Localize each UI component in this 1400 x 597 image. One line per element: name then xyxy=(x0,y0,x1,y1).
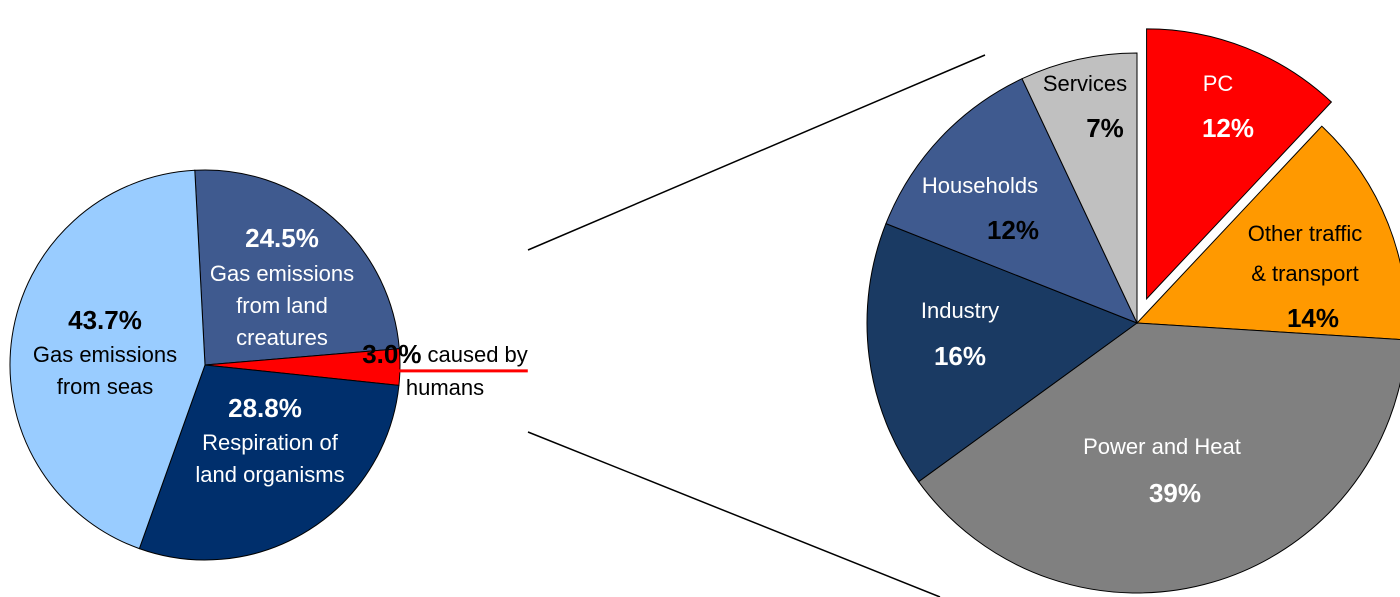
annotation: 3.0% caused by xyxy=(362,339,528,369)
pie-slice xyxy=(138,364,400,561)
slice-label-line: Industry xyxy=(921,298,999,323)
slice-label-line: PC xyxy=(1203,71,1234,96)
slice-label-line: from seas xyxy=(57,374,154,399)
value-label: 28.8% xyxy=(228,393,302,423)
slice-label-line: & transport xyxy=(1251,261,1359,286)
slice-label-line: caused by xyxy=(427,342,527,367)
slice-label-line: land organisms xyxy=(195,462,344,487)
value-label: 24.5% xyxy=(245,223,319,253)
slice-label: Services xyxy=(1043,71,1127,96)
pie-slice xyxy=(917,322,1400,594)
value-label: 14% xyxy=(1287,303,1339,333)
pie xyxy=(866,28,1400,594)
value-label: 3.0% xyxy=(362,339,421,369)
pie-slice xyxy=(9,169,206,550)
slice-label-line: Power and Heat xyxy=(1083,434,1241,459)
slice-label-line: Gas emissions xyxy=(210,261,354,286)
slice-label-line: Other traffic xyxy=(1248,221,1363,246)
slice-label: Respiration of land organisms xyxy=(195,430,344,487)
value-label: 7% xyxy=(1086,113,1124,143)
pie-slice xyxy=(1146,28,1333,301)
slice-label: PC xyxy=(1203,71,1234,96)
slice-label-line: Households xyxy=(922,173,1038,198)
slice-label-line: humans xyxy=(406,375,484,400)
slice-label-line: creatures xyxy=(236,325,328,350)
pie xyxy=(9,169,401,561)
slice-label: Power and Heat xyxy=(1083,434,1241,459)
zoom-line xyxy=(527,431,941,597)
pie-slice xyxy=(885,78,1138,324)
pie-slice xyxy=(1135,125,1400,341)
slice-label-line: Services xyxy=(1043,71,1127,96)
zoom-line xyxy=(527,54,986,251)
slice-label-line: Gas emissions xyxy=(33,342,177,367)
pie-slice xyxy=(866,222,1139,483)
value-label: 12% xyxy=(1202,113,1254,143)
slice-label: humans xyxy=(406,375,484,400)
value-label: 43.7% xyxy=(68,305,142,335)
value-label: 12% xyxy=(987,215,1039,245)
value-label: 39% xyxy=(1149,478,1201,508)
pie-slice xyxy=(1021,52,1138,324)
value-label: 16% xyxy=(934,341,986,371)
slice-label-line: Respiration of xyxy=(202,430,339,455)
slice-label-line: from land xyxy=(236,293,328,318)
slice-label: Households xyxy=(922,173,1038,198)
pie-slice xyxy=(194,169,400,366)
slice-label: Gas emissions from land creatures xyxy=(210,261,354,350)
slice-label: Industry xyxy=(921,298,999,323)
slice-label: Other traffic & transport xyxy=(1248,221,1363,286)
slice-label: Gas emissions from seas xyxy=(33,342,177,399)
